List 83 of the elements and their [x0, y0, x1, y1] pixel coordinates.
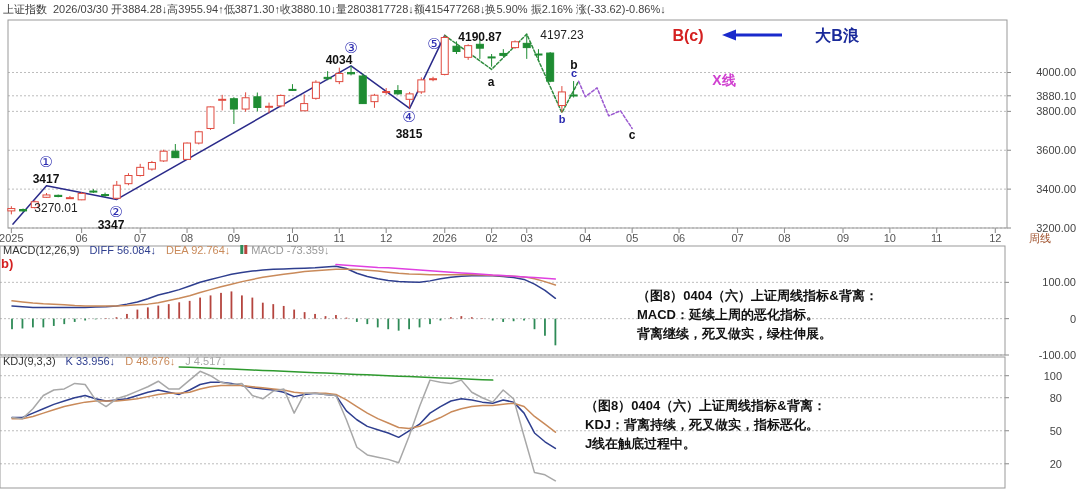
line-series — [335, 263, 557, 280]
annotation: b — [558, 112, 566, 125]
candlestick — [557, 85, 566, 113]
x-tick-label: 08 — [778, 232, 791, 244]
text: DEA 92.764↓ — [166, 244, 231, 256]
y-tick-label: 3880.10 — [1036, 89, 1076, 102]
annotation: 3347 — [97, 218, 125, 233]
x-tick-label: 07 — [731, 232, 744, 244]
y-tick-label: 50 — [1049, 424, 1062, 437]
x-axis-title: 周线 — [1029, 232, 1051, 244]
annotation: b) — [1, 256, 14, 271]
annotation: ⑤ — [427, 35, 441, 53]
x-tick-label: 10 — [883, 232, 896, 244]
x-tick-label: 09 — [227, 232, 241, 244]
y-tick-label: 3600.00 — [1036, 144, 1076, 157]
y-tick-label: 100.00 — [1042, 276, 1076, 289]
candlestick — [206, 106, 215, 131]
text: DIFF 56.084↓ — [89, 244, 157, 256]
x-tick-label: 03 — [520, 232, 533, 244]
x-tick-label: 02 — [485, 232, 498, 244]
text: MACD：延续上周的恶化指标。 — [637, 307, 819, 322]
line-series — [11, 370, 557, 482]
annotation: 大B浪 — [815, 25, 860, 44]
candlestick — [265, 102, 274, 114]
chart-title: 上证指数 — [3, 3, 47, 15]
y-tick-label: 20 — [1049, 457, 1062, 470]
y-tick-label: -100.00 — [1038, 349, 1076, 361]
annotation: 4034 — [325, 53, 353, 68]
annotation: 4197.23 — [540, 28, 585, 43]
annotation: B(c) — [672, 26, 704, 44]
candlestick — [393, 84, 402, 96]
annotation: ② — [109, 203, 123, 221]
y-tick-label: 80 — [1049, 391, 1062, 404]
chart-title: MACD(12,26,9) — [3, 244, 80, 256]
annotation: 3270.01 — [34, 201, 79, 216]
annotation: X线 — [712, 71, 736, 88]
x-tick-label: 2025 — [0, 232, 24, 244]
text: 背离继续，死叉做实，绿柱伸展。 — [636, 326, 832, 341]
candlestick — [253, 92, 262, 112]
candlestick — [429, 76, 438, 82]
x-tick-label: 11 — [333, 232, 346, 244]
x-tick-label: 06 — [672, 232, 686, 244]
candlestick — [522, 33, 531, 60]
x-tick-label: 12 — [380, 232, 393, 244]
x-tick-label: 04 — [579, 232, 592, 244]
x-tick-label: 07 — [134, 232, 147, 244]
candlestick — [101, 192, 110, 198]
series-label: J 4.517↓ — [185, 355, 227, 367]
x-tick-label: 10 — [286, 232, 299, 244]
y-tick-label: 3800.00 — [1036, 105, 1076, 118]
y-tick-label: 3400.00 — [1036, 183, 1076, 196]
x-tick-label: 11 — [931, 232, 943, 244]
candlestick — [241, 91, 250, 113]
legend-label: MACD -73.359↓ — [251, 244, 330, 256]
x-tick-label: 2026 — [432, 232, 457, 244]
text: （图8）0404（六）上证周线指标&背离： — [585, 398, 826, 413]
chart-title: KDJ(9,3,3) — [3, 355, 56, 367]
line-series — [178, 366, 494, 381]
annotation: a — [487, 75, 495, 90]
text: KDJ：背离持续，死叉做实，指标恶化。 — [585, 417, 820, 432]
x-tick-label: 08 — [180, 232, 194, 244]
line-series — [11, 384, 557, 433]
annotation: c — [628, 128, 636, 143]
annotation: ① — [39, 153, 53, 171]
candlestick — [229, 96, 238, 125]
annotation: 3815 — [395, 127, 423, 142]
text: D 48.676↓ — [125, 355, 176, 367]
x-tick-label: 12 — [989, 232, 1002, 244]
candlestick — [311, 79, 320, 101]
text: （图8）0404（六）上证周线指标&背离： — [637, 288, 878, 303]
annotation: 3417 — [32, 172, 60, 187]
x-tick-label: 09 — [836, 232, 850, 244]
y-tick-label: 4000.00 — [1036, 66, 1076, 79]
annotation: 4190.87 — [458, 30, 503, 45]
line-series — [577, 80, 633, 130]
text: K 33.956↓ — [65, 355, 116, 367]
annotation: ④ — [402, 108, 416, 126]
text: J线在触底过程中。 — [585, 436, 697, 451]
y-tick-label: 0 — [1069, 312, 1076, 325]
chart-subtitle: 2026/03/30 开3884.28↓高3955.94↑低3871.30↑收3880.10↓量2803817728↓额415477268↓换5.90% 振2.16% 涨(-33.62)-0.86%↓ — [53, 3, 666, 15]
y-tick-label: 100 — [1043, 369, 1062, 382]
x-tick-label: 05 — [626, 232, 639, 244]
x-tick-label: 06 — [75, 232, 88, 244]
